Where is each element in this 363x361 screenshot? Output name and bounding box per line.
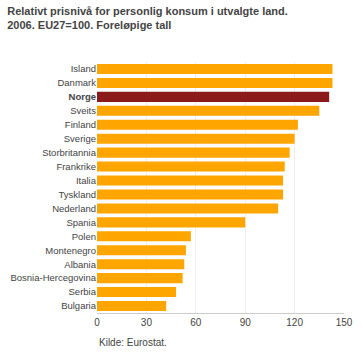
svg-text:Norge: Norge	[69, 91, 96, 102]
svg-text:Danmark: Danmark	[57, 77, 96, 88]
svg-text:Finland: Finland	[65, 119, 96, 130]
svg-text:120: 120	[286, 317, 303, 328]
svg-text:Frankrike: Frankrike	[56, 161, 96, 172]
svg-text:Relativt prisnivå for personli: Relativt prisnivå for personlig konsum i…	[7, 5, 288, 31]
svg-text:Montenegro: Montenegro	[45, 245, 96, 256]
svg-text:Tyskland: Tyskland	[59, 189, 97, 200]
svg-text:60: 60	[190, 317, 202, 328]
svg-text:Spania: Spania	[66, 217, 96, 228]
svg-text:Albania: Albania	[64, 259, 96, 270]
svg-text:90: 90	[240, 317, 252, 328]
svg-text:Bulgaria: Bulgaria	[61, 300, 97, 311]
svg-text:0: 0	[94, 317, 100, 328]
svg-text:30: 30	[141, 317, 153, 328]
svg-text:Serbia: Serbia	[69, 286, 97, 297]
svg-text:Bosnia-Hercegovina: Bosnia-Hercegovina	[10, 272, 96, 283]
svg-text:Nederland: Nederland	[52, 203, 96, 214]
svg-text:Storbritannia: Storbritannia	[42, 147, 97, 158]
svg-text:Sveits: Sveits	[70, 105, 96, 116]
svg-text:Sverige: Sverige	[64, 133, 96, 144]
svg-text:Island: Island	[71, 63, 96, 74]
svg-text:150: 150	[336, 317, 353, 328]
svg-text:Italia: Italia	[76, 175, 97, 186]
svg-text:Polen: Polen	[72, 231, 96, 242]
svg-text:Kilde: Eurostat.: Kilde: Eurostat.	[99, 337, 167, 348]
